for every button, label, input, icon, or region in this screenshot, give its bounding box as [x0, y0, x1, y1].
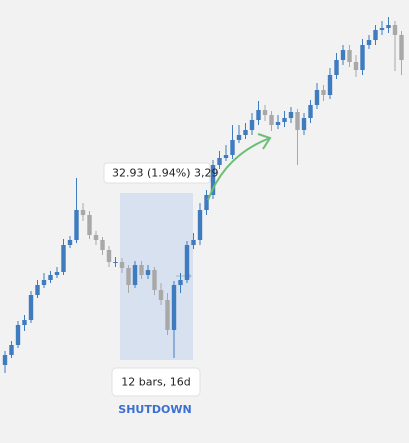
- annotation: SHUTDOWN: [118, 403, 191, 416]
- candle-body: [158, 290, 164, 300]
- candle-body: [197, 210, 203, 240]
- candles: [2, 17, 404, 373]
- candle-body: [327, 75, 333, 95]
- candle-body: [119, 262, 125, 268]
- measure-box: [103, 162, 211, 184]
- candle-body: [288, 112, 294, 118]
- candle-body: [301, 118, 307, 130]
- candle-body: [386, 25, 391, 28]
- candle-body: [282, 118, 287, 122]
- candle-body: [321, 90, 326, 95]
- candle-body: [249, 120, 255, 130]
- candle-body: [347, 50, 352, 62]
- range-box: [111, 367, 201, 397]
- candle-body: [132, 265, 138, 285]
- candle-body: [366, 40, 372, 45]
- candle-body: [165, 300, 170, 330]
- candle-body: [22, 320, 27, 325]
- candle-body: [113, 262, 118, 263]
- candle-body: [269, 115, 274, 125]
- candle-body: [191, 240, 196, 245]
- measure-label: 32.93 (1.94%) 3,29: [112, 167, 219, 180]
- candle-body: [334, 60, 339, 75]
- candle-body: [275, 122, 281, 125]
- trend-arrow-head: [257, 133, 272, 150]
- candle-body: [152, 270, 157, 290]
- candle-body: [80, 210, 86, 215]
- candle-body: [93, 235, 99, 240]
- candle-body: [262, 110, 268, 115]
- candle-body: [379, 28, 385, 30]
- candle-body: [61, 245, 66, 272]
- candle-body: [223, 155, 229, 158]
- candle-body: [399, 35, 404, 60]
- candle-body: [360, 45, 365, 70]
- candle-body: [48, 275, 53, 280]
- candle-body: [340, 50, 346, 60]
- trend-arrow: [207, 137, 271, 201]
- candle-body: [392, 25, 398, 35]
- candle-body: [308, 105, 313, 118]
- candle-body: [353, 62, 359, 70]
- candle-body: [74, 210, 79, 240]
- candle-body: [15, 325, 21, 345]
- candle-body: [100, 240, 105, 250]
- candle-body: [184, 245, 190, 280]
- candle-body: [67, 240, 73, 245]
- candle-body: [204, 195, 209, 210]
- candle-body: [106, 250, 112, 262]
- candle-body: [256, 110, 261, 120]
- candle-body: [9, 345, 14, 355]
- candle-body: [87, 215, 92, 235]
- candle-body: [295, 112, 300, 130]
- candle-body: [145, 270, 151, 275]
- candle-body: [178, 280, 183, 285]
- candle-body: [54, 272, 60, 275]
- candle-body: [28, 295, 34, 320]
- candle-body: [126, 268, 131, 285]
- candle-body: [2, 355, 8, 365]
- candle-body: [236, 135, 242, 140]
- candle-body: [230, 140, 235, 155]
- candle-body: [217, 158, 222, 165]
- candle-body: [139, 265, 144, 275]
- candle-body: [171, 285, 177, 330]
- candle-body: [35, 285, 40, 295]
- candle-body: [373, 30, 378, 40]
- candle-body: [41, 280, 47, 285]
- candle-body: [243, 130, 248, 135]
- candle-body: [210, 165, 216, 195]
- range-label: 12 bars, 16d: [121, 376, 190, 389]
- candle-body: [314, 90, 320, 105]
